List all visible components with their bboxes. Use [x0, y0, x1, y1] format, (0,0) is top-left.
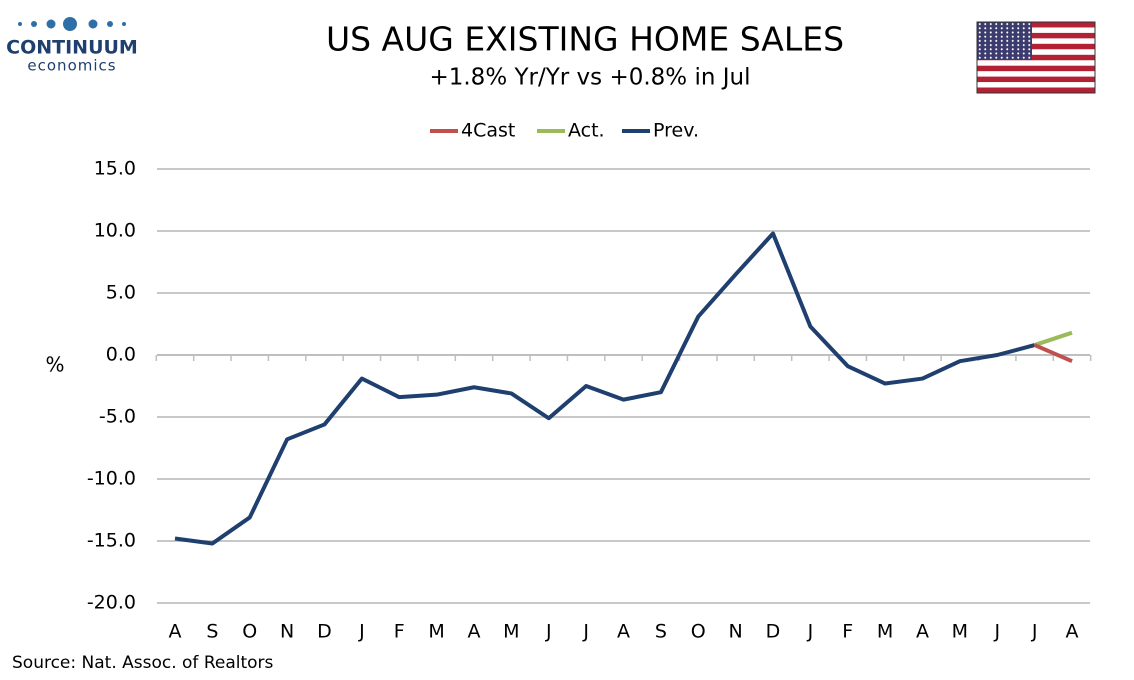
x-tick-label: F [842, 621, 853, 643]
x-tick-label: F [394, 621, 405, 643]
x-tick-label: M [503, 621, 519, 643]
legend-label: Act. [568, 120, 605, 142]
series-line [1033, 343, 1073, 364]
flag [976, 21, 1096, 94]
x-tick-label: D [317, 621, 332, 643]
y-tick-label: -5.0 [99, 406, 136, 428]
x-tick-label: J [545, 621, 552, 643]
y-tick-label: 10.0 [94, 220, 136, 242]
legend-label: 4Cast [461, 120, 515, 142]
x-tick-label: A [169, 621, 182, 643]
flag-stripe [977, 87, 1095, 93]
x-tick-label: N [280, 621, 294, 643]
flag-stripe [977, 76, 1095, 83]
x-tick-label: M [952, 621, 968, 643]
legend-label: Prev. [653, 120, 699, 142]
chart-title: US AUG EXISTING HOME SALES [326, 20, 844, 59]
y-tick-label: 15.0 [94, 158, 136, 180]
x-tick-label: J [807, 621, 814, 643]
logo-dot [31, 21, 37, 27]
x-tick-label: J [582, 621, 589, 643]
y-axis-label: % [45, 353, 64, 377]
y-tick-label: 5.0 [106, 282, 136, 304]
flag-stripe [977, 65, 1095, 72]
x-tick-label: A [916, 621, 929, 643]
x-tick-label: O [691, 621, 706, 643]
logo-dot [107, 21, 113, 27]
logo-tagline: economics [27, 57, 116, 75]
x-tick-label: O [242, 621, 257, 643]
series-line [1034, 330, 1073, 347]
x-tick-label: N [729, 621, 743, 643]
x-tick-label: S [655, 621, 667, 643]
flag-stripe [977, 32, 1095, 39]
series-line [174, 231, 1036, 546]
x-tick-label: J [993, 621, 1000, 643]
logo-dot [122, 22, 126, 26]
y-tick-label: 0.0 [106, 344, 136, 366]
logo: CONTINUUM economics [6, 17, 138, 75]
x-tick-label: S [206, 621, 218, 643]
y-tick-label: -15.0 [87, 530, 136, 552]
logo-dot [46, 19, 56, 29]
x-tick-label: D [766, 621, 781, 643]
logo-name: CONTINUUM [6, 37, 138, 59]
y-tick-label: -10.0 [87, 468, 136, 490]
logo-dot [88, 19, 98, 29]
flag-stripe [977, 43, 1095, 50]
flag-stars [977, 22, 1032, 60]
flag-border [976, 21, 1096, 94]
logo-dot [63, 17, 77, 31]
x-tick-label: M [877, 621, 893, 643]
x-tick-label: A [468, 621, 481, 643]
source: Source: Nat. Assoc. of Realtors [12, 653, 274, 673]
x-tick-label: M [428, 621, 444, 643]
flag-stripe [977, 54, 1095, 61]
x-tick-label: J [1031, 621, 1038, 643]
y-tick-label: -20.0 [87, 592, 136, 614]
logo-dot [18, 22, 22, 26]
x-tick-label: A [1066, 621, 1079, 643]
x-tick-label: J [358, 621, 365, 643]
flag-stripe [977, 22, 1095, 28]
x-tick-label: A [617, 621, 630, 643]
chart-subtitle: +1.8% Yr/Yr vs +0.8% in Jul [429, 65, 750, 91]
